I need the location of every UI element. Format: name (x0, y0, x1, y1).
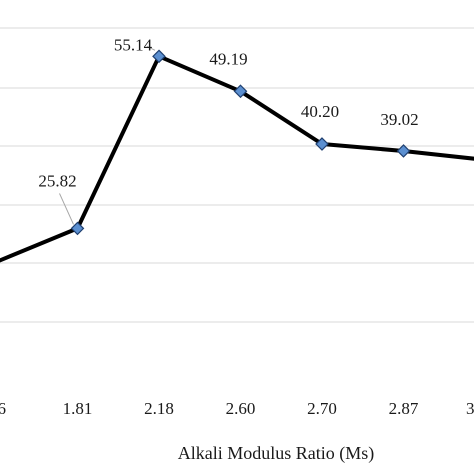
data-point-marker (315, 137, 329, 151)
grid (0, 27, 474, 323)
series-line (0, 54, 474, 263)
x-tick-label: 3. (466, 399, 474, 418)
data-label-leaders (59, 45, 156, 225)
x-tick-label: 1.81 (63, 399, 93, 418)
data-label: 39.02 (380, 110, 418, 129)
data-label: 25.82 (38, 171, 76, 190)
x-tick-label: 6 (0, 399, 6, 418)
x-tick-label: 2.87 (389, 399, 419, 418)
x-axis-title: Alkali Modulus Ratio (Ms) (178, 443, 375, 464)
x-tick-label: 2.60 (226, 399, 256, 418)
data-point-marker (233, 84, 248, 99)
data-label: 40.20 (301, 102, 339, 121)
data-label-leader (146, 45, 156, 51)
x-axis-ticks: 6 1.81 2.18 2.60 2.70 2.87 3. (0, 399, 474, 418)
data-label: 55.14 (114, 35, 153, 54)
data-point-marker (152, 49, 166, 64)
data-label-leader (59, 193, 74, 225)
data-point-marker (70, 221, 85, 236)
x-tick-label: 2.18 (144, 399, 174, 418)
x-tick-label: 2.70 (307, 399, 337, 418)
data-label: 49.19 (209, 49, 247, 68)
data-point-marker (396, 144, 411, 158)
series-markers (70, 49, 411, 236)
